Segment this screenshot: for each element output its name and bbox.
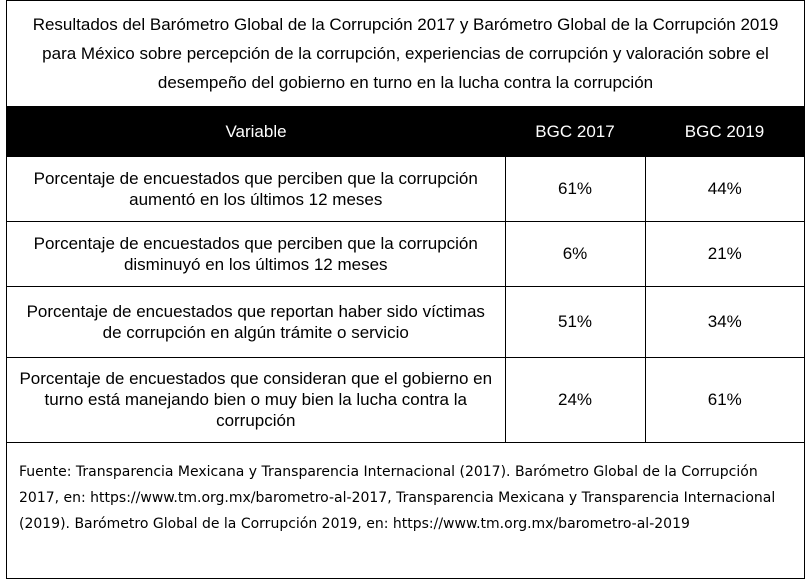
row-bgc-2017: 61% (504, 157, 646, 222)
row-bgc-2019: 21% (644, 220, 804, 287)
header-row: Variable BGC 2017 BGC 2019 (7, 107, 804, 157)
row-variable: Porcentaje de encuestados que perciben q… (7, 157, 506, 222)
row-bgc-2017: 51% (504, 285, 646, 358)
table-row: Porcentaje de encuestados que reportan h… (7, 285, 804, 358)
row-bgc-2017: 24% (504, 356, 646, 443)
row-variable: Porcentaje de encuestados que perciben q… (7, 220, 506, 287)
results-table-frame: Resultados del Barómetro Global de la Co… (6, 0, 805, 579)
header-variable: Variable (7, 107, 505, 157)
table-row: Porcentaje de encuestados que perciben q… (7, 220, 804, 287)
results-table: Variable BGC 2017 BGC 2019 Porcentaje de… (7, 107, 804, 443)
header-bgc-2019: BGC 2019 (645, 107, 804, 157)
row-bgc-2017: 6% (504, 220, 646, 287)
row-bgc-2019: 44% (644, 157, 804, 222)
table-row: Porcentaje de encuestados que consideran… (7, 356, 804, 443)
header-bgc-2017: BGC 2017 (505, 107, 645, 157)
table-row: Porcentaje de encuestados que perciben q… (7, 157, 804, 222)
row-bgc-2019: 61% (644, 356, 804, 443)
row-variable: Porcentaje de encuestados que reportan h… (7, 285, 506, 358)
table-title: Resultados del Barómetro Global de la Co… (7, 1, 804, 107)
source-note: Fuente: Transparencia Mexicana y Transpa… (19, 464, 776, 532)
row-bgc-2019: 34% (644, 285, 804, 358)
row-variable: Porcentaje de encuestados que consideran… (7, 356, 506, 443)
